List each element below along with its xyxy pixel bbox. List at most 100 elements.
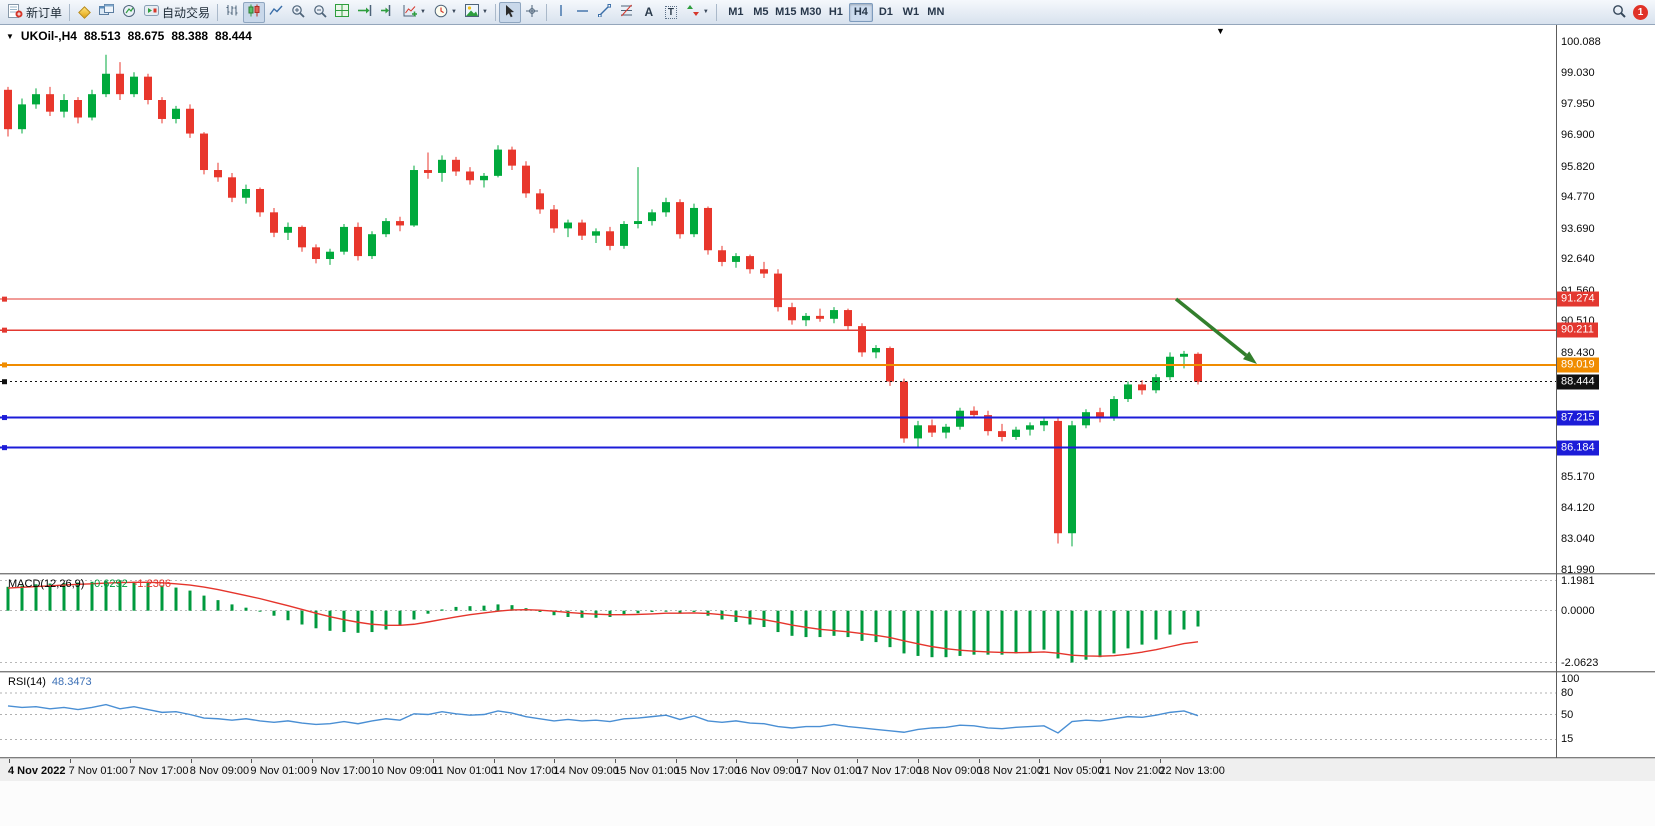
search-button[interactable] bbox=[1608, 2, 1630, 23]
toolbar: 新订单 自动交易 ▼ ▼ ▼ A T ▼ M1 M5 M15 M30 H1 H4 D1 W1 M… bbox=[0, 0, 1655, 25]
line-chart-button[interactable] bbox=[265, 2, 287, 23]
price-axis[interactable]: 100.088 99.030 97.950 96.900 95.820 94.770 93.… bbox=[1557, 25, 1655, 758]
arrow-annotation[interactable] bbox=[1174, 297, 1248, 357]
navigator-button[interactable] bbox=[73, 2, 95, 23]
crosshair-button[interactable] bbox=[521, 2, 543, 23]
vertical-line-button[interactable] bbox=[550, 2, 572, 23]
macd-label: MACD(12,26,9) -0.6292 -1.2386 bbox=[8, 578, 171, 590]
time-axis-label: 11 Nov 01:00 bbox=[432, 765, 497, 777]
macd-histogram-bar bbox=[1070, 610, 1074, 663]
candle bbox=[564, 219, 572, 238]
rsi-panel-canvas[interactable] bbox=[0, 673, 1556, 757]
panel-splitter[interactable] bbox=[0, 573, 1655, 575]
macd-histogram-bar bbox=[370, 610, 374, 633]
candle bbox=[872, 345, 880, 359]
hline-handle[interactable] bbox=[2, 362, 7, 368]
tile-windows-button[interactable] bbox=[331, 2, 353, 23]
horizontal-line-button[interactable] bbox=[572, 2, 594, 23]
macd-histogram-bar bbox=[818, 610, 822, 638]
profiles-button[interactable] bbox=[95, 2, 118, 23]
text-tool-button[interactable]: A bbox=[638, 2, 660, 23]
hline-handle[interactable] bbox=[2, 415, 7, 421]
timeframe-h1[interactable]: H1 bbox=[828, 6, 843, 18]
macd-histogram-bar bbox=[104, 581, 108, 611]
timeframe-m15[interactable]: M15 bbox=[775, 6, 797, 18]
time-axis-tick bbox=[978, 759, 980, 763]
toolbar-separator bbox=[217, 3, 219, 21]
macd-histogram-bar bbox=[440, 609, 444, 611]
price-tag-86.184: 86.184 bbox=[1557, 440, 1599, 456]
autotrading-button[interactable]: 自动交易 bbox=[140, 2, 214, 23]
periods-button[interactable]: ▼ bbox=[430, 2, 461, 23]
macd-histogram-bar bbox=[300, 610, 304, 625]
chart-shift-button[interactable] bbox=[376, 2, 399, 23]
time-axis[interactable]: 4 Nov 2022 7 Nov 01:00 7 Nov 17:00 8 Nov 09… bbox=[0, 759, 1655, 781]
time-axis-label: 14 Nov 09:00 bbox=[553, 765, 619, 777]
timeframe-d1[interactable]: D1 bbox=[878, 6, 893, 18]
time-axis-tick bbox=[493, 759, 495, 763]
trendline-button[interactable] bbox=[594, 2, 616, 23]
new-order-button[interactable]: 新订单 bbox=[4, 2, 66, 23]
timeframe-m30[interactable]: M30 bbox=[800, 6, 822, 18]
time-axis-label: 21 Nov 05:00 bbox=[1038, 765, 1104, 777]
candle bbox=[620, 221, 628, 249]
macd-panel-canvas[interactable] bbox=[0, 575, 1556, 671]
zoom-out-button[interactable] bbox=[309, 2, 331, 23]
notification-badge[interactable]: 1 bbox=[1633, 4, 1648, 20]
auto-scroll-button[interactable] bbox=[353, 2, 376, 23]
macd-histogram-bar bbox=[860, 610, 864, 641]
indicators-button[interactable]: ▼ bbox=[399, 2, 430, 23]
arrow-annotation-head[interactable] bbox=[1242, 351, 1257, 364]
macd-histogram-bar bbox=[1098, 610, 1102, 658]
macd-histogram-bar bbox=[314, 610, 318, 629]
macd-histogram-bar bbox=[776, 610, 780, 633]
cursor-button[interactable] bbox=[498, 1, 521, 23]
toolbar-separator bbox=[545, 3, 547, 21]
hline-handle[interactable] bbox=[2, 296, 7, 302]
candle bbox=[998, 423, 1006, 442]
text-label-button[interactable]: T bbox=[660, 2, 682, 23]
hline-handle[interactable] bbox=[2, 327, 7, 333]
candle bbox=[480, 172, 488, 188]
timeframe-mn[interactable]: MN bbox=[927, 6, 945, 18]
panel-splitter[interactable] bbox=[0, 757, 1655, 759]
macd-histogram-bar bbox=[202, 595, 206, 611]
macd-histogram-bar bbox=[482, 605, 486, 611]
timeframe-m5[interactable]: M5 bbox=[753, 6, 769, 18]
time-axis-tick bbox=[615, 759, 616, 763]
chart-dropdown-arrow[interactable]: ▼ bbox=[6, 31, 14, 41]
market-watch-button[interactable] bbox=[118, 2, 140, 23]
hline-handle[interactable] bbox=[2, 379, 7, 385]
candle bbox=[774, 269, 782, 312]
chevron-down-icon: ▼ bbox=[481, 9, 488, 15]
macd-histogram-bar bbox=[1196, 610, 1200, 627]
candle bbox=[256, 187, 264, 217]
macd-histogram-bar bbox=[692, 610, 696, 612]
templates-button[interactable]: ▼ bbox=[461, 2, 492, 23]
candle bbox=[116, 62, 124, 101]
new-order-icon bbox=[8, 3, 23, 21]
rsi-axis-label: 15 bbox=[1561, 733, 1574, 746]
timeframe-m1[interactable]: M1 bbox=[728, 6, 744, 18]
zoom-in-button[interactable] bbox=[287, 2, 309, 23]
fibonacci-icon bbox=[620, 4, 633, 20]
panel-splitter[interactable] bbox=[0, 671, 1655, 673]
candle bbox=[368, 231, 376, 260]
candle bbox=[326, 248, 334, 265]
candlestick-chart-button[interactable] bbox=[243, 1, 266, 23]
navigator-icon bbox=[77, 5, 91, 19]
timeframe-h4[interactable]: H4 bbox=[848, 2, 873, 22]
time-axis-tick bbox=[312, 759, 313, 763]
price-chart-canvas[interactable] bbox=[0, 25, 1556, 574]
fibonacci-button[interactable] bbox=[616, 2, 638, 23]
timeframe-w1[interactable]: W1 bbox=[902, 6, 920, 18]
chart-shift-marker[interactable]: ▼ bbox=[1216, 26, 1225, 36]
hline-handle[interactable] bbox=[2, 445, 7, 451]
candle bbox=[1040, 418, 1048, 432]
candle bbox=[1012, 426, 1020, 440]
candle bbox=[32, 88, 40, 109]
bar-chart-button[interactable] bbox=[221, 2, 243, 23]
macd-histogram-bar bbox=[272, 610, 276, 616]
time-axis-label: 21 Nov 21:00 bbox=[1098, 765, 1165, 777]
shapes-button[interactable]: ▼ bbox=[682, 2, 713, 23]
